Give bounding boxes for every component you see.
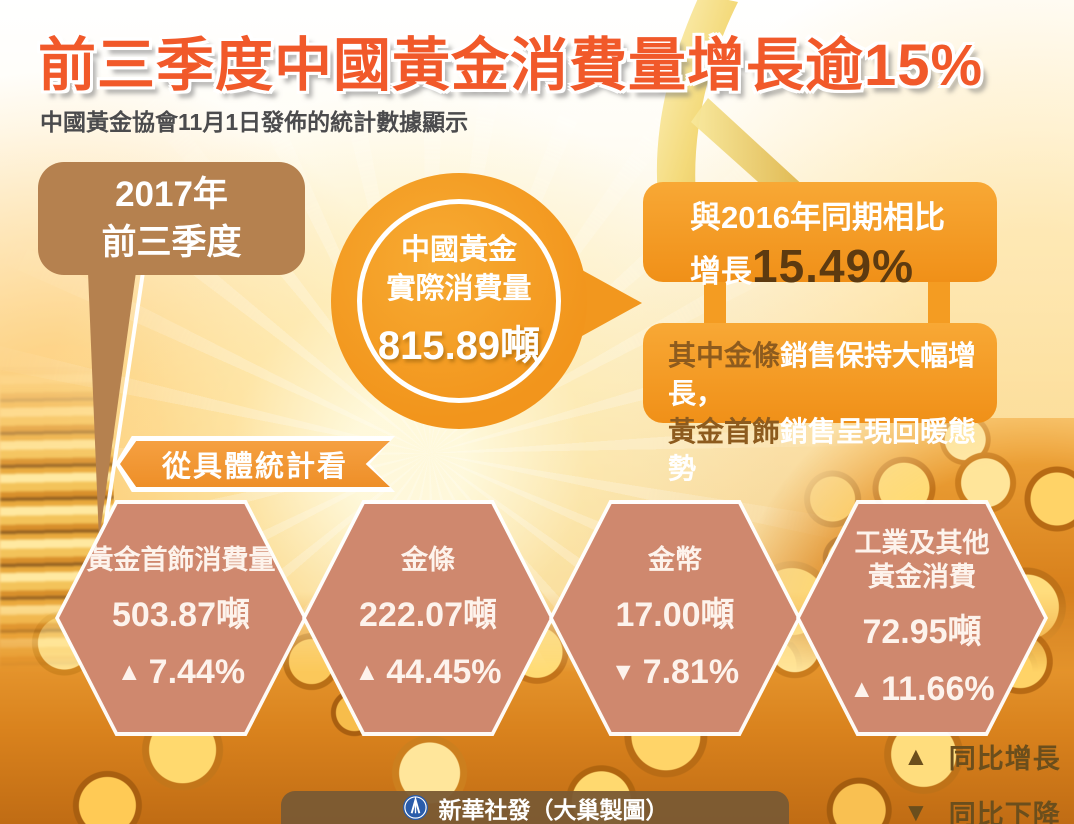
period-line1: 2017年 (115, 175, 228, 215)
hexagon-change: ▲ 7.44% (116, 652, 246, 691)
note-highlight-1: 其中金條 (668, 340, 781, 371)
up-triangle-icon: ▲ (849, 674, 875, 703)
hexagon-name: 金幣 (648, 545, 702, 576)
hexagon-change: ▲ 44.45% (354, 652, 502, 691)
legend: ▲ 同比增長 ▼ 同比下降 (903, 737, 1061, 824)
xinhua-logo-icon (402, 794, 428, 821)
hexagon-name: 金條 (401, 545, 455, 576)
hexagon-value: 72.95噸 (862, 612, 982, 651)
yoy-growth-value: 15.49% (752, 240, 915, 292)
up-triangle-icon: ▲ (354, 657, 380, 686)
total-consumption-circle: 中國黃金 實際消費量 815.89噸 (331, 173, 587, 429)
hexagon-name: 工業及其他 黃金消費 (854, 528, 990, 592)
down-triangle-icon: ▼ (610, 657, 636, 686)
legend-down: ▼ 同比下降 (903, 793, 1061, 824)
up-triangle-icon: ▲ (903, 741, 929, 771)
hexagon-value: 222.07噸 (359, 595, 497, 634)
hexagon-name: 黃金首飾消費量 (86, 545, 276, 576)
credit-label: 新華社發（大巢製圖） (438, 796, 669, 823)
yoy-growth-prefix: 增長 (690, 254, 752, 289)
hexagon-change: ▼ 7.81% (610, 652, 740, 691)
up-triangle-icon: ▲ (116, 657, 142, 686)
down-triangle-icon: ▼ (903, 797, 929, 824)
page-subtitle: 中國黃金協會11月1日發佈的統計數據顯示 (40, 109, 469, 135)
detail-note-box: 其中金條銷售保持大幅增長， 黃金首飾銷售呈現回暖態勢 (643, 323, 997, 484)
hexagon-value: 17.00噸 (615, 595, 735, 634)
page-title: 前三季度中國黃金消費量增長逾15% (38, 33, 984, 98)
legend-up: ▲ 同比增長 (903, 741, 1061, 774)
stats-banner: 從具體統計看 (115, 436, 395, 492)
note-line2: 黃金首飾銷售呈現回暖態勢 (668, 413, 997, 489)
hexagon-change: ▲ 11.66% (849, 669, 995, 708)
credit-bar: 新華社發（大巢製圖） (281, 791, 789, 824)
yoy-line1: 與2016年同期相比 (690, 200, 945, 235)
period-bubble: 2017年 前三季度 (38, 162, 305, 275)
yoy-comparison-box: 與2016年同期相比 增長 15.49% (643, 182, 997, 292)
circle-inner-ring (357, 199, 561, 403)
stats-banner-label: 從具體統計看 (161, 451, 348, 483)
period-line2: 前三季度 (101, 222, 242, 262)
hexagon-value: 503.87噸 (112, 595, 250, 634)
note-highlight-2: 黃金首飾 (668, 415, 781, 447)
note-line1: 其中金條銷售保持大幅增長， (668, 337, 997, 413)
